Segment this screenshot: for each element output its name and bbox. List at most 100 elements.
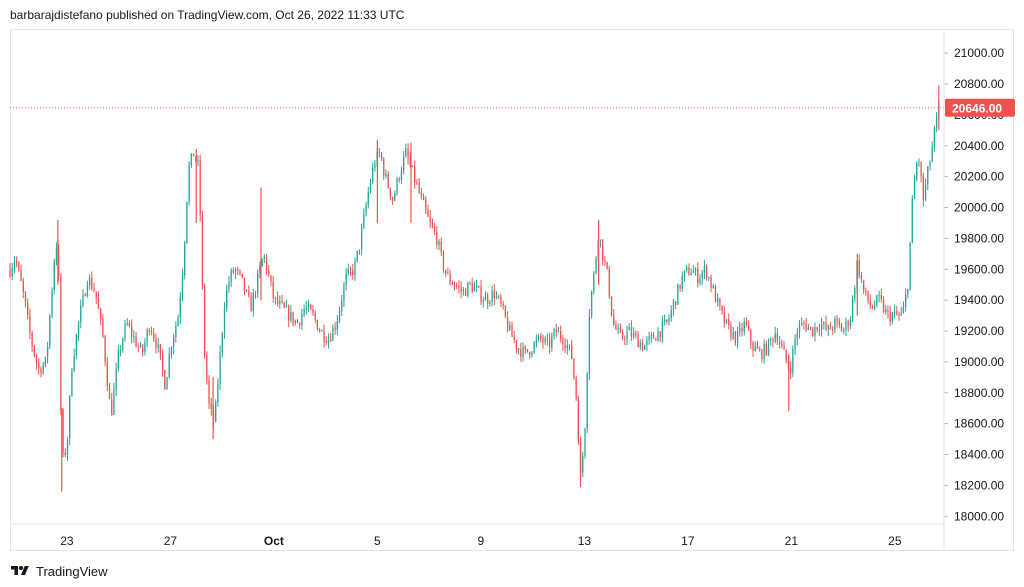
candle-body (407, 148, 409, 159)
candle-body (655, 338, 657, 341)
candle-body (767, 339, 770, 355)
candle-body (699, 278, 701, 284)
candle-body (573, 358, 575, 378)
candle-body (113, 389, 115, 415)
candle-body (427, 209, 429, 217)
candle-body (391, 197, 394, 201)
candle-body (639, 342, 641, 348)
candle-body (659, 331, 661, 338)
candle-body (765, 343, 767, 355)
candle-body (858, 260, 860, 276)
candle-body (469, 282, 471, 284)
candle-body (719, 298, 721, 307)
candle-body (177, 317, 179, 326)
candle-body (862, 279, 865, 291)
candle-body (243, 277, 246, 291)
price-tick-label: 18200.00 (954, 478, 1004, 492)
candle-body (91, 277, 93, 290)
footer-brand[interactable]: TradingView (36, 563, 108, 579)
candle-body (473, 286, 476, 292)
candle-body (385, 173, 387, 176)
candle-body (290, 311, 292, 321)
candle-body (166, 377, 168, 390)
candle-body (60, 276, 62, 411)
candle-body (533, 342, 535, 353)
candle-body (679, 284, 681, 289)
candle-body (51, 289, 53, 316)
candle-body (248, 290, 250, 297)
candle-body (29, 314, 31, 333)
candle-body (144, 342, 146, 352)
candle-body (153, 332, 155, 340)
candle-body (725, 319, 728, 324)
candle-body (184, 242, 186, 276)
candle-body (208, 379, 210, 404)
candle-body (100, 308, 102, 319)
candle-body (314, 312, 316, 320)
candle-body (261, 258, 263, 267)
price-tick-label: 19400.00 (954, 293, 1004, 307)
candle-body (349, 268, 352, 270)
candle-body (111, 399, 113, 415)
candle-body (710, 277, 712, 288)
candle-body (588, 315, 591, 374)
candle-body (130, 326, 133, 337)
candle-body (781, 344, 783, 346)
time-tick-label: 9 (478, 534, 485, 548)
candle-body (626, 330, 628, 340)
candle-body (369, 182, 372, 193)
candle-body (723, 311, 725, 324)
last-price-label: 20646.00 (952, 101, 1002, 115)
candle-body (774, 333, 776, 342)
candle-body (215, 401, 217, 422)
candle-body (674, 301, 677, 305)
price-tick-label: 20200.00 (954, 170, 1004, 184)
candle-body (71, 370, 73, 396)
candle-body (398, 178, 400, 180)
candle-body (73, 355, 75, 371)
candle-body (305, 307, 308, 310)
candle-body (232, 269, 235, 273)
candle-body (829, 325, 832, 330)
candle-body (783, 345, 785, 350)
candle-body (303, 309, 305, 315)
candle-body (575, 377, 577, 399)
chart-frame[interactable] (10, 29, 1014, 551)
candle-body (285, 306, 288, 308)
candle-body (785, 349, 787, 361)
candle-body (615, 324, 617, 330)
candle-body (323, 330, 325, 342)
candle-body (730, 324, 732, 339)
candle-body (378, 151, 380, 154)
candle-body (529, 352, 531, 356)
candle-body (823, 322, 825, 325)
candle-body (834, 318, 836, 330)
candle-body (80, 305, 82, 323)
candle-body (210, 403, 212, 409)
candle-body (918, 162, 920, 164)
candle-body (88, 277, 91, 285)
candle-body (617, 328, 619, 330)
candle-body (754, 346, 756, 351)
candle-body (818, 329, 821, 331)
candle-body (577, 398, 580, 442)
candle-body (13, 261, 16, 269)
candle-body (451, 282, 453, 285)
price-tick-label: 20000.00 (954, 201, 1004, 215)
candle-body (526, 349, 529, 353)
candle-body (487, 296, 489, 304)
candle-body (911, 198, 913, 243)
candle-body (354, 260, 356, 276)
candle-body (548, 339, 551, 348)
candle-body (544, 338, 546, 343)
candle-body (257, 273, 259, 294)
candle-body (832, 329, 834, 331)
candle-body (93, 289, 95, 292)
candle-body (670, 309, 672, 319)
candle-body (907, 289, 909, 295)
candle-body (677, 284, 679, 305)
price-tick-label: 19800.00 (954, 231, 1004, 245)
candle-body (139, 345, 142, 347)
candle-body (20, 269, 22, 281)
